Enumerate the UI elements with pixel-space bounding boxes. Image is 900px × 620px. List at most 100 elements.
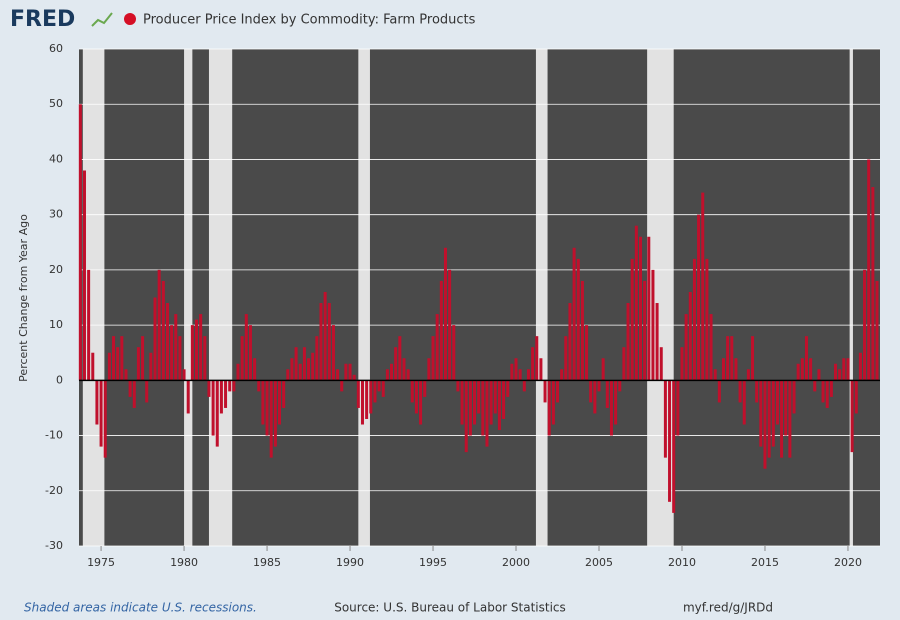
bar: [336, 369, 340, 381]
bar: [780, 380, 784, 458]
bar: [593, 380, 597, 414]
recession-band: [849, 49, 853, 546]
bar: [813, 380, 817, 392]
bar: [655, 303, 659, 381]
bar: [547, 380, 551, 436]
bar: [116, 347, 120, 381]
bar: [132, 380, 136, 408]
bar: [377, 380, 381, 392]
bar: [680, 347, 684, 381]
bar: [485, 380, 489, 447]
bar: [290, 358, 294, 381]
bar: [576, 258, 580, 381]
bar: [153, 297, 157, 381]
bar: [78, 104, 82, 381]
bar: [277, 380, 281, 425]
bar: [643, 280, 647, 381]
bar: [543, 380, 547, 403]
recession-band: [82, 49, 105, 546]
x-tick-label: 1980: [170, 556, 198, 569]
bar: [199, 314, 203, 381]
bar: [340, 380, 344, 392]
plot-background: [79, 49, 880, 546]
bar: [265, 380, 269, 436]
bar: [448, 269, 452, 381]
bar: [506, 380, 510, 397]
bar: [348, 363, 352, 381]
y-axis-label: Percent Change from Year Ago: [17, 214, 30, 382]
bar: [867, 159, 871, 381]
bar: [456, 380, 460, 392]
bar: [560, 369, 564, 381]
bar: [136, 347, 140, 381]
bar: [572, 247, 576, 381]
bar: [112, 336, 116, 381]
bar: [564, 336, 568, 381]
bar: [759, 380, 763, 447]
bar: [419, 380, 423, 425]
legend-swatch: [124, 13, 136, 25]
bar: [767, 380, 771, 458]
bar: [518, 369, 522, 381]
link[interactable]: myf.red/g/JRDd: [683, 601, 773, 615]
x-tick-label: 2015: [751, 556, 779, 569]
bar: [568, 303, 572, 381]
bar: [302, 347, 306, 381]
y-tick-label: 10: [49, 318, 63, 331]
bar: [493, 380, 497, 414]
bar: [497, 380, 501, 431]
recession-band: [358, 49, 370, 546]
bar: [257, 380, 261, 392]
bar: [269, 380, 273, 458]
bar: [170, 325, 174, 381]
bar: [514, 358, 518, 381]
bar: [738, 380, 742, 403]
bar: [775, 380, 779, 425]
bar: [423, 380, 427, 397]
legend-label: Producer Price Index by Commodity: Farm …: [143, 13, 476, 28]
bar: [784, 380, 788, 436]
bar: [614, 380, 618, 425]
logo-icon: [91, 12, 113, 27]
bar: [481, 380, 485, 436]
bar: [630, 258, 634, 381]
bar: [510, 363, 514, 381]
bar: [253, 358, 257, 381]
bar: [597, 380, 601, 392]
bar: [356, 380, 360, 408]
bar: [435, 314, 439, 381]
bar: [502, 380, 506, 419]
bar: [730, 336, 734, 381]
y-tick-label: -10: [45, 429, 63, 442]
x-tick-label: 2000: [502, 556, 530, 569]
bar: [394, 347, 398, 381]
bar: [589, 380, 593, 403]
bar: [701, 192, 705, 381]
bar: [244, 314, 248, 381]
logo: FRED: [10, 7, 75, 32]
bar: [128, 380, 132, 397]
bar: [319, 303, 323, 381]
bar: [141, 336, 145, 381]
bar: [182, 369, 186, 381]
bar: [373, 380, 377, 403]
bar: [473, 380, 477, 425]
source: Source: U.S. Bureau of Labor Statistics: [334, 601, 566, 615]
bar: [717, 380, 721, 403]
bar: [721, 358, 725, 381]
bar: [149, 352, 153, 381]
bar: [755, 380, 759, 403]
bar: [659, 347, 663, 381]
bar: [551, 380, 555, 425]
bar: [107, 352, 111, 381]
bar: [410, 380, 414, 403]
bar: [286, 369, 290, 381]
bar: [439, 280, 443, 381]
bar: [261, 380, 265, 425]
bar: [390, 363, 394, 381]
bar: [846, 358, 850, 381]
bar: [327, 303, 331, 381]
bar: [526, 369, 530, 381]
x-tick-label: 1990: [336, 556, 364, 569]
